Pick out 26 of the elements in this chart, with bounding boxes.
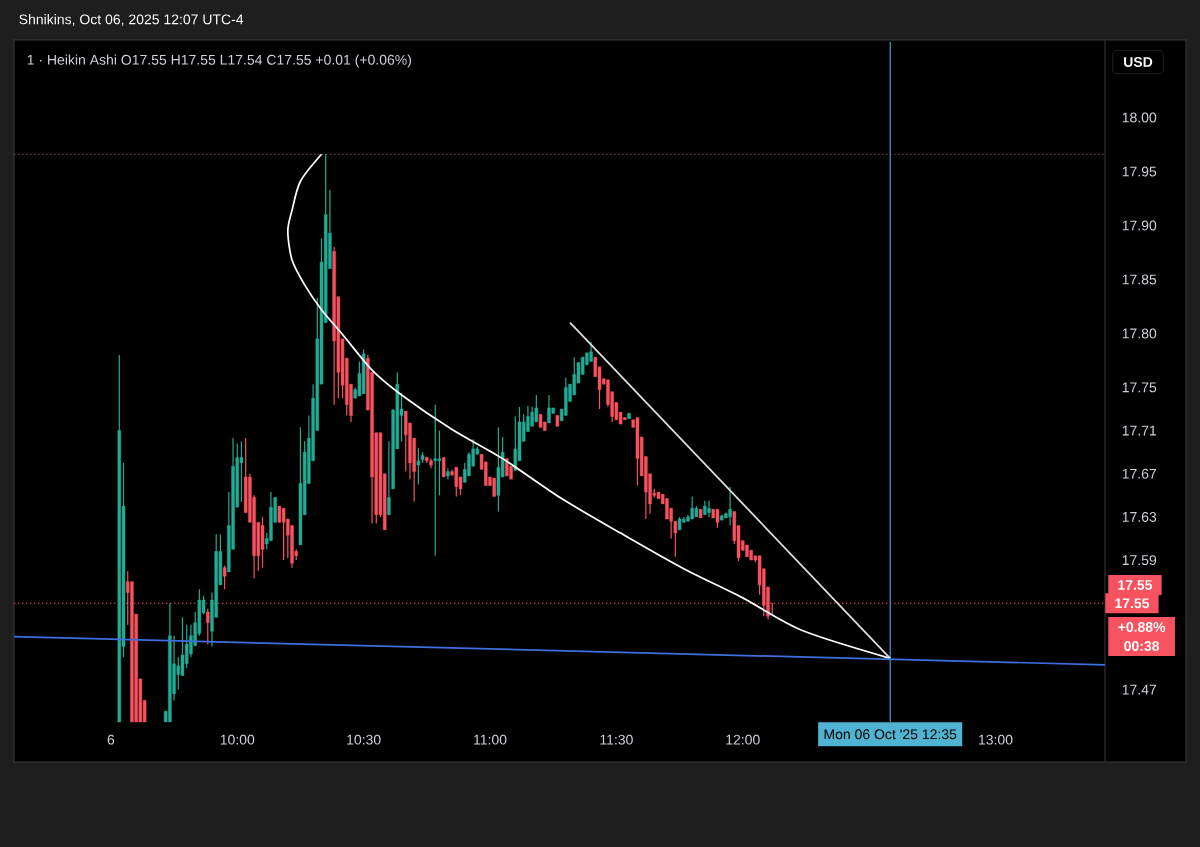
y-tick-label: 17.63 [1122, 511, 1157, 522]
text: 1 · Heikin Ashi O17.55 H17.55 L17.54 C17.55 +0.01 (+0.06%) [27, 54, 412, 68]
y-tick-label: 17.80 [1122, 328, 1157, 339]
x-tick-label: 10:00 [220, 734, 255, 745]
y-tick-label: 17.67 [1122, 468, 1157, 479]
y-tick-label: 17.85 [1122, 274, 1157, 285]
text: 17.55 [1118, 580, 1153, 590]
y-tick-label: 17.90 [1122, 220, 1157, 231]
ref-line-label: 17.55 [1115, 598, 1150, 609]
y-tick-label: 17.75 [1122, 382, 1157, 393]
x-tick-label: 10:30 [347, 734, 381, 745]
y-tick-label: 18.00 [1122, 112, 1157, 123]
y-tick-label: 17.71 [1122, 425, 1157, 436]
x-tick-label: 12:00 [726, 734, 760, 745]
y-tick-label: 17.59 [1122, 555, 1157, 566]
x-tick-label: 11:00 [474, 734, 507, 745]
text: 00:38 [1124, 641, 1160, 651]
ref-line-label: Mon 06 Oct '25 12:35 [824, 729, 957, 740]
text: USD [1124, 57, 1153, 67]
x-tick-label: 11:30 [600, 734, 633, 745]
text: Shnikins, Oct 06, 2025 12:07 UTC-4 [19, 14, 244, 26]
y-tick-label: 17.47 [1122, 684, 1157, 695]
x-tick-label: 6 [107, 734, 115, 745]
y-tick-label: 17.95 [1122, 166, 1157, 177]
text: +0.88% [1118, 622, 1166, 632]
x-tick-label: 13:00 [979, 734, 1013, 745]
